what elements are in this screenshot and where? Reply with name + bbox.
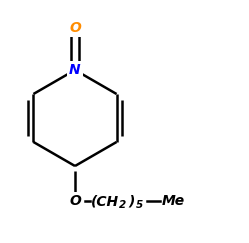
Text: (CH: (CH <box>91 194 119 208</box>
Text: 2: 2 <box>119 200 126 210</box>
Text: Me: Me <box>162 194 185 208</box>
Text: O: O <box>69 194 81 208</box>
Text: ): ) <box>128 194 134 208</box>
Text: 5: 5 <box>136 200 143 210</box>
Text: O: O <box>69 21 81 35</box>
Text: N: N <box>69 63 81 77</box>
